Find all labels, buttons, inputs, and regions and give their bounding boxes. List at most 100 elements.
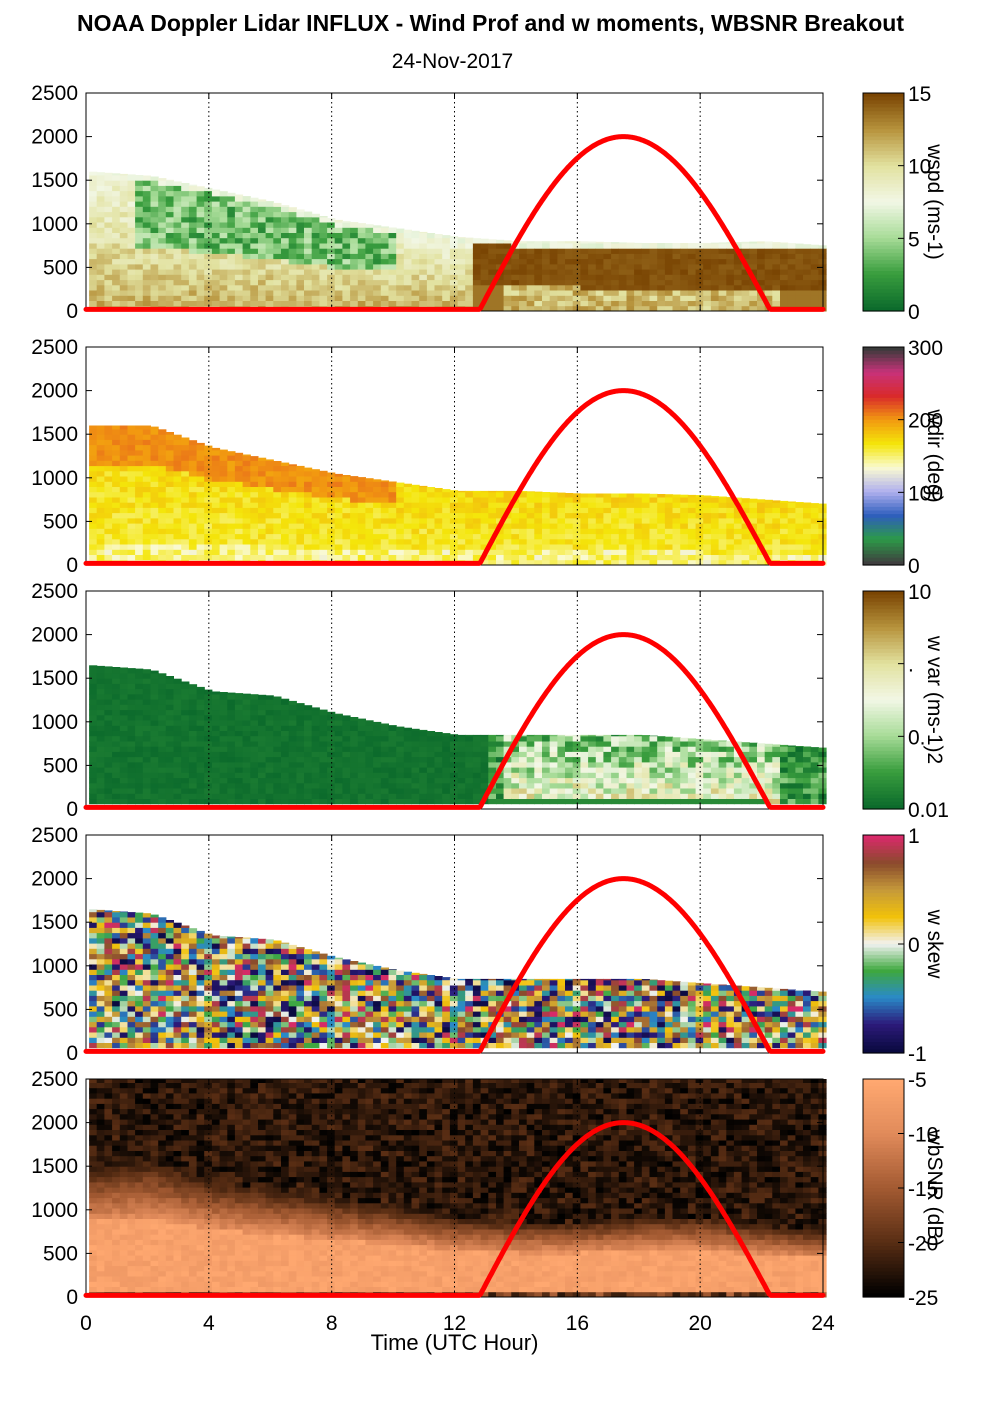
heatmap-cell (112, 544, 121, 550)
heatmap-cell (234, 538, 244, 545)
heatmap-cell (196, 767, 205, 773)
heatmap-cell (380, 486, 389, 493)
heatmap-cell (664, 777, 674, 784)
heatmap-cell (442, 507, 451, 514)
heatmap-cell (373, 479, 382, 482)
heatmap-cell (234, 476, 244, 482)
heatmap-cell (119, 206, 128, 213)
heatmap-cell (365, 497, 374, 503)
heatmap-cell (611, 538, 620, 545)
heatmap-cell (703, 497, 712, 503)
heatmap-cell (472, 538, 482, 545)
heatmap-cell (150, 279, 159, 286)
heatmap-cell (488, 559, 497, 566)
heatmap-cell (173, 741, 182, 747)
heatmap-cell (496, 253, 505, 260)
heatmap-cell (572, 497, 581, 503)
heatmap-cell (319, 538, 328, 545)
heatmap-cell (135, 704, 144, 711)
heatmap-cell (327, 798, 336, 805)
heatmap-cell (472, 788, 482, 794)
heatmap-cell (142, 263, 151, 270)
heatmap-cell (634, 533, 643, 540)
heatmap-cell (357, 793, 366, 799)
heatmap-cell (526, 243, 535, 249)
heatmap-cell (158, 269, 167, 275)
heatmap-cell (242, 232, 251, 239)
heatmap-cell (680, 538, 689, 545)
heatmap-cell (350, 549, 359, 555)
heatmap-cell (196, 756, 205, 763)
heatmap-cell (296, 284, 305, 291)
colorbar-tick-label: 5 (908, 228, 920, 251)
heatmap-cell (196, 263, 205, 270)
heatmap-cell (281, 211, 290, 218)
heatmap-cell (258, 709, 267, 716)
heatmap-cell (104, 216, 113, 223)
heatmap-cell (96, 793, 105, 799)
heatmap-cell (733, 559, 743, 566)
heatmap-cell (181, 772, 190, 779)
heatmap-cell (718, 248, 727, 254)
heatmap-cell (672, 253, 681, 260)
heatmap-cell (165, 248, 174, 254)
heatmap-cell (565, 512, 574, 519)
heatmap-cell (234, 777, 244, 784)
heatmap-cell (733, 497, 743, 503)
heatmap-cell (89, 756, 98, 763)
heatmap-cell (603, 512, 612, 519)
heatmap-cell (112, 523, 121, 529)
heatmap-cell (288, 798, 297, 805)
heatmap-cell (511, 490, 520, 493)
heatmap-cell (634, 798, 643, 805)
heatmap-cell (634, 554, 643, 561)
heatmap-cell (204, 295, 213, 301)
heatmap-cell (565, 528, 574, 535)
heatmap-cell (603, 290, 612, 296)
heatmap-cell (165, 512, 174, 519)
heatmap-cell (281, 704, 290, 711)
heatmap-cell (426, 549, 436, 555)
heatmap-cell (112, 538, 121, 545)
heatmap-cell (304, 725, 313, 731)
heatmap-cell (780, 528, 789, 535)
heatmap-cell (572, 767, 581, 773)
heatmap-cell (680, 279, 689, 286)
heatmap-cell (142, 300, 151, 307)
heatmap-cell (503, 735, 512, 742)
heatmap-cell (112, 782, 121, 789)
heatmap-cell (211, 253, 221, 260)
heatmap-cell (496, 300, 505, 307)
heatmap-cell (96, 507, 105, 514)
heatmap-cell (657, 290, 666, 296)
heatmap-cell (165, 554, 174, 561)
heatmap-cell (273, 461, 282, 467)
heatmap-cell (426, 290, 436, 296)
heatmap-cell (534, 253, 543, 260)
heatmap-cell (695, 767, 704, 773)
heatmap-cell (572, 269, 581, 275)
heatmap-cell (104, 172, 113, 176)
heatmap-cell (135, 782, 144, 789)
heatmap-cell (96, 704, 105, 711)
heatmap-cell (795, 538, 804, 545)
heatmap-cell (511, 269, 520, 275)
heatmap-cell (219, 751, 228, 758)
heatmap-cell (188, 523, 198, 529)
heatmap-cell (104, 175, 113, 181)
heatmap-cell (810, 523, 819, 529)
heatmap-cell (511, 279, 520, 286)
heatmap-cell (803, 512, 812, 519)
heatmap-cell (442, 733, 451, 737)
heatmap-cell (726, 295, 735, 301)
heatmap-cell (557, 512, 566, 519)
heatmap-cell (89, 512, 98, 519)
heatmap-cell (373, 741, 382, 747)
heatmap-cell (250, 709, 259, 716)
heatmap-cell (726, 528, 735, 535)
heatmap-cell (611, 746, 620, 752)
heatmap-cell (611, 772, 620, 779)
heatmap-cell (281, 497, 290, 503)
heatmap-cell (703, 295, 712, 301)
heatmap-cell (603, 243, 612, 249)
